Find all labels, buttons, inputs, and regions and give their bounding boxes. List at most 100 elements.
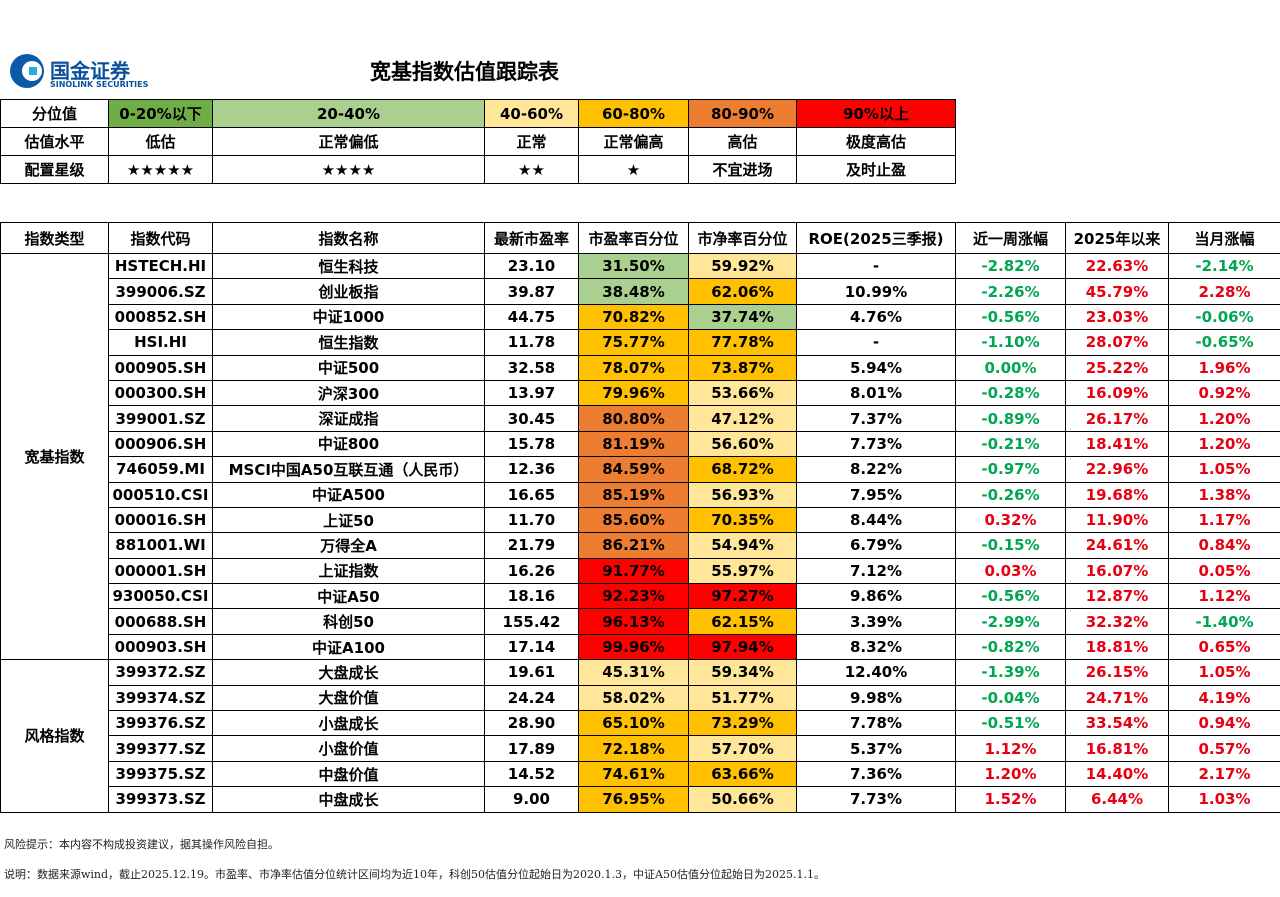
- change-cell: -0.28%: [955, 379, 1066, 407]
- percentile-cell: 47.12%: [688, 405, 797, 432]
- legend-table: 分位值 0-20%以下 20-40% 40-60% 60-80% 80-90% 90%以上估…: [0, 99, 956, 184]
- change-cell: 0.92%: [1168, 379, 1280, 407]
- cell: 7.37%: [796, 405, 956, 432]
- cell: 000903.SH: [108, 633, 213, 661]
- legend-cell: 正常: [484, 127, 579, 156]
- cell: 399373.SZ: [108, 786, 213, 813]
- change-cell: 26.17%: [1065, 405, 1169, 432]
- percentile-cell: 58.02%: [578, 684, 689, 712]
- data-row: 000688.SH 科创50 155.42 96.13% 62.15% 3.39% -2.9…: [1, 608, 1280, 635]
- change-cell: 22.96%: [1065, 456, 1169, 483]
- legend-cell: ★: [578, 155, 689, 184]
- change-cell: 1.20%: [1168, 430, 1280, 458]
- percentile-cell: 62.06%: [688, 278, 797, 305]
- percentile-cell: 62.15%: [688, 608, 797, 635]
- cell: 30.45: [484, 405, 579, 432]
- header-cell: 指数名称: [212, 222, 485, 254]
- percentile-cell: 59.34%: [688, 659, 797, 686]
- change-cell: 23.03%: [1065, 303, 1169, 331]
- change-cell: -0.97%: [955, 456, 1066, 483]
- change-cell: -0.15%: [955, 532, 1066, 559]
- percentile-cell: 74.61%: [578, 760, 689, 788]
- change-cell: 1.05%: [1168, 659, 1280, 686]
- cell: 881001.WI: [108, 532, 213, 559]
- cell: 000906.SH: [108, 430, 213, 458]
- cell: 8.44%: [796, 506, 956, 534]
- cell: 大盘成长: [212, 659, 485, 686]
- change-cell: -0.89%: [955, 405, 1066, 432]
- cell: 32.58: [484, 354, 579, 381]
- percentile-cell: 85.60%: [578, 506, 689, 534]
- cell: 9.98%: [796, 684, 956, 712]
- cell: 44.75: [484, 303, 579, 331]
- cell: 399377.SZ: [108, 735, 213, 762]
- logo-en: SINOLINK SECURITIES: [50, 80, 149, 89]
- header-cell: 市净率百分位: [688, 222, 797, 254]
- change-cell: 0.32%: [955, 506, 1066, 534]
- cell: 399001.SZ: [108, 405, 213, 432]
- percentile-cell: 38.48%: [578, 278, 689, 305]
- change-cell: 24.71%: [1065, 684, 1169, 712]
- percentile-cell: 91.77%: [578, 557, 689, 585]
- cell: 746059.MI: [108, 456, 213, 483]
- data-row: 000906.SH 中证800 15.78 81.19% 56.60% 7.73% -0.2…: [1, 430, 1280, 458]
- change-cell: -2.14%: [1168, 252, 1280, 280]
- cell: HSTECH.HI: [108, 252, 213, 280]
- percentile-cell: 51.77%: [688, 684, 797, 712]
- percentile-cell: 97.27%: [688, 583, 797, 610]
- cell: 6.79%: [796, 532, 956, 559]
- data-table: 指数类型 指数代码 指数名称 最新市盈率 市盈率百分位 市净率百分位 ROE(2025三季报…: [0, 222, 1280, 813]
- change-cell: 18.81%: [1065, 633, 1169, 661]
- data-row: 399373.SZ 中盘成长 9.00 76.95% 50.66% 7.73% 1.52% 6…: [1, 786, 1280, 813]
- cell: 000001.SH: [108, 557, 213, 585]
- change-cell: -1.40%: [1168, 608, 1280, 635]
- cell: 中证A50: [212, 583, 485, 610]
- change-cell: -2.82%: [955, 252, 1066, 280]
- change-cell: 1.12%: [1168, 583, 1280, 610]
- legend-cell: 20-40%: [212, 99, 485, 128]
- cell: 000905.SH: [108, 354, 213, 381]
- percentile-cell: 73.29%: [688, 710, 797, 737]
- cell: 23.10: [484, 252, 579, 280]
- cell: 中证A100: [212, 633, 485, 661]
- change-cell: -0.56%: [955, 303, 1066, 331]
- logo-cn: 国金证券: [50, 59, 130, 83]
- percentile-cell: 81.19%: [578, 430, 689, 458]
- change-cell: 45.79%: [1065, 278, 1169, 305]
- change-cell: -1.10%: [955, 329, 1066, 356]
- percentile-cell: 73.87%: [688, 354, 797, 381]
- cell: -: [796, 329, 956, 356]
- percentile-cell: 76.95%: [578, 786, 689, 813]
- change-cell: 18.41%: [1065, 430, 1169, 458]
- cell: 中证800: [212, 430, 485, 458]
- legend-cell: 低估: [108, 127, 213, 156]
- change-cell: -0.04%: [955, 684, 1066, 712]
- data-row: 风格指数 399372.SZ 大盘成长 19.61 45.31% 59.34% 12.40%…: [0, 659, 1280, 813]
- cell: 大盘价值: [212, 684, 485, 712]
- header-cell: 市盈率百分位: [578, 222, 689, 254]
- cell: 7.78%: [796, 710, 956, 737]
- cell: 930050.CSI: [108, 583, 213, 610]
- legend-cell: ★★★★★: [108, 155, 213, 184]
- percentile-cell: 77.78%: [688, 329, 797, 356]
- header-cell: 最新市盈率: [484, 222, 579, 254]
- header-cell: 指数类型: [0, 222, 109, 254]
- cell: 16.65: [484, 481, 579, 508]
- data-row: 881001.WI 万得全A 21.79 86.21% 54.94% 6.79% -0.15…: [1, 532, 1280, 559]
- percentile-cell: 96.13%: [578, 608, 689, 635]
- data-row: 399006.SZ 创业板指 39.87 38.48% 62.06% 10.99% -2.2…: [1, 278, 1280, 305]
- cell: 上证50: [212, 506, 485, 534]
- cell: 9.86%: [796, 583, 956, 610]
- cell: 3.39%: [796, 608, 956, 635]
- cell: 000852.SH: [108, 303, 213, 331]
- change-cell: 16.81%: [1065, 735, 1169, 762]
- legend-row-label: 分位值: [0, 99, 109, 128]
- cell: 17.89: [484, 735, 579, 762]
- percentile-cell: 54.94%: [688, 532, 797, 559]
- change-cell: 1.52%: [955, 786, 1066, 813]
- data-row: HSI.HI 恒生指数 11.78 75.77% 77.78% - -1.10% 28.07%…: [1, 329, 1280, 356]
- cell: 7.12%: [796, 557, 956, 585]
- cell: 12.40%: [796, 659, 956, 686]
- change-cell: 1.12%: [955, 735, 1066, 762]
- change-cell: 11.90%: [1065, 506, 1169, 534]
